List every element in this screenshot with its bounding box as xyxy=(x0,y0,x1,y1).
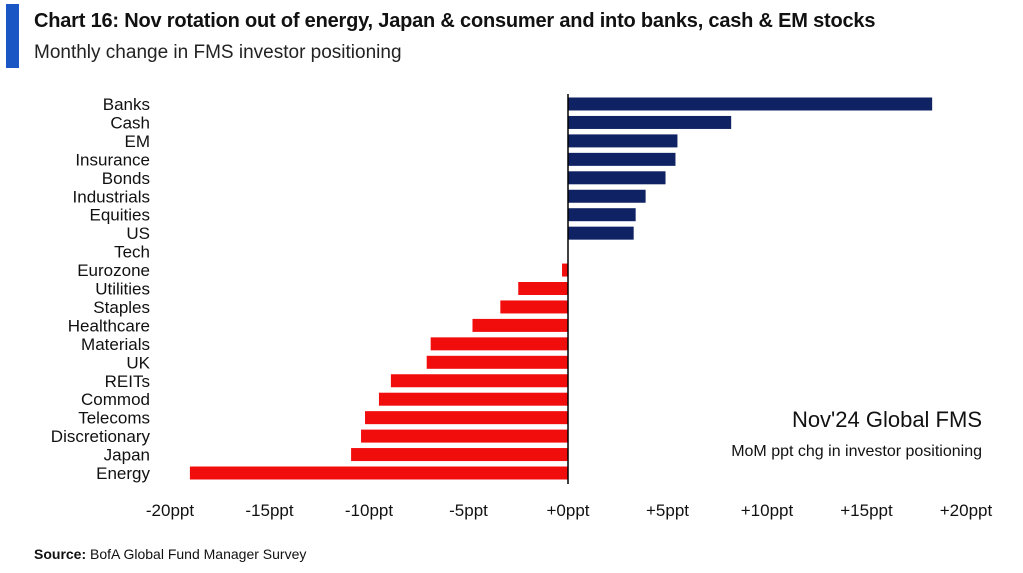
category-label: Utilities xyxy=(95,280,150,299)
x-tick-label: -10ppt xyxy=(345,501,393,520)
category-label: US xyxy=(126,224,150,243)
x-tick-label: +5ppt xyxy=(646,501,689,520)
x-tick-label: +10ppt xyxy=(741,501,794,520)
category-label: Insurance xyxy=(75,150,150,169)
bar-staples xyxy=(500,300,568,314)
bar-materials xyxy=(430,337,568,351)
x-tick-label: +15ppt xyxy=(840,501,893,520)
bar-healthcare xyxy=(472,318,568,332)
bar-commod xyxy=(378,392,568,406)
category-label: Cash xyxy=(110,113,150,132)
category-label: Healthcare xyxy=(68,316,150,335)
bar-telecoms xyxy=(365,411,568,425)
category-label: Equities xyxy=(90,206,150,225)
bar-uk xyxy=(426,355,568,369)
category-label: Discretionary xyxy=(51,427,151,446)
source-text: BofA Global Fund Manager Survey xyxy=(90,546,307,562)
category-label: Industrials xyxy=(73,187,150,206)
x-tick-label: +0ppt xyxy=(546,501,589,520)
category-label: Materials xyxy=(81,335,150,354)
category-label: Japan xyxy=(104,446,150,465)
bar-cash xyxy=(568,115,732,129)
category-label: Bonds xyxy=(102,169,150,188)
category-label: REITs xyxy=(105,372,150,391)
bar-eurozone xyxy=(562,263,568,277)
source-label: Source: xyxy=(34,546,87,562)
category-label: Telecoms xyxy=(78,409,150,428)
annotation-title: Nov'24 Global FMS xyxy=(792,407,982,432)
category-label: Commod xyxy=(81,390,150,409)
x-tick-label: +20ppt xyxy=(940,501,993,520)
bar-utilities xyxy=(518,282,568,295)
x-tick-label: -5ppt xyxy=(449,501,488,520)
bar-banks xyxy=(568,97,933,111)
source-note: Source: BofA Global Fund Manager Survey xyxy=(34,546,306,562)
x-tick-label: -20ppt xyxy=(146,501,194,520)
bar-equities xyxy=(568,208,636,222)
category-label: EM xyxy=(125,132,151,151)
bar-us xyxy=(568,226,634,240)
chart-subtitle: Monthly change in FMS investor positioni… xyxy=(34,42,402,63)
bar-industrials xyxy=(568,189,646,203)
title-accent-bar xyxy=(6,4,19,68)
bar-bonds xyxy=(568,171,666,185)
category-label: Eurozone xyxy=(77,261,150,280)
bar-japan xyxy=(351,448,568,462)
category-label: Tech xyxy=(114,243,150,262)
category-label: Staples xyxy=(93,298,150,317)
annotation-subtitle: MoM ppt chg in investor positioning xyxy=(731,443,982,460)
bar-insurance xyxy=(568,152,676,166)
category-label: Energy xyxy=(96,464,150,483)
category-label: Banks xyxy=(103,95,150,114)
bar-energy xyxy=(189,466,568,480)
bar-em xyxy=(568,134,678,148)
chart-title: Chart 16: Nov rotation out of energy, Ja… xyxy=(34,10,876,32)
bar-discretionary xyxy=(361,429,568,443)
x-tick-label: -15ppt xyxy=(245,501,293,520)
bar-reits xyxy=(390,374,568,388)
category-label: UK xyxy=(126,353,150,372)
